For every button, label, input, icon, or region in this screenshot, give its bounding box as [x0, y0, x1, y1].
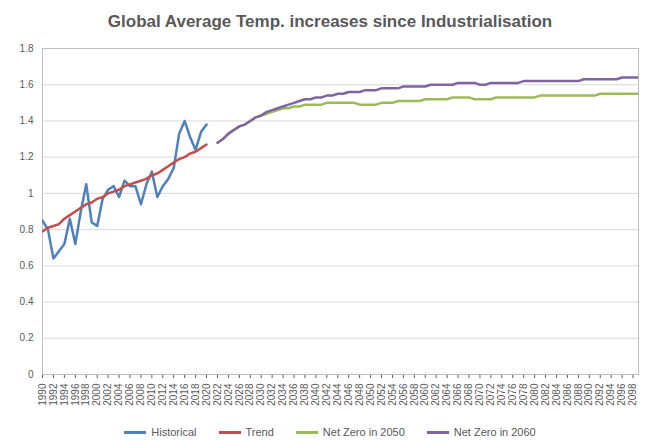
svg-text:2026: 2026: [234, 383, 245, 406]
svg-text:2092: 2092: [594, 383, 605, 406]
svg-text:1992: 1992: [48, 383, 59, 406]
svg-text:2032: 2032: [266, 383, 277, 406]
svg-text:2060: 2060: [419, 383, 430, 406]
svg-text:2048: 2048: [354, 383, 365, 406]
svg-text:2022: 2022: [212, 383, 223, 406]
svg-text:0.2: 0.2: [20, 332, 34, 343]
svg-text:1.6: 1.6: [20, 79, 34, 90]
svg-text:2094: 2094: [605, 383, 616, 406]
svg-text:0.6: 0.6: [20, 260, 34, 271]
svg-text:2028: 2028: [244, 383, 255, 406]
svg-text:2030: 2030: [255, 383, 266, 406]
svg-text:2090: 2090: [583, 383, 594, 406]
svg-text:2062: 2062: [430, 383, 441, 406]
svg-text:1: 1: [28, 188, 34, 199]
svg-text:2050: 2050: [365, 383, 376, 406]
svg-text:2040: 2040: [310, 383, 321, 406]
svg-text:2044: 2044: [332, 383, 343, 406]
svg-text:1.2: 1.2: [20, 151, 34, 162]
svg-text:2054: 2054: [387, 383, 398, 406]
svg-text:2084: 2084: [551, 383, 562, 406]
svg-text:2066: 2066: [452, 383, 463, 406]
svg-text:2082: 2082: [540, 383, 551, 406]
svg-text:2036: 2036: [288, 383, 299, 406]
svg-text:1998: 1998: [80, 383, 91, 406]
svg-text:2058: 2058: [409, 383, 420, 406]
svg-text:2070: 2070: [474, 383, 485, 406]
svg-text:1.8: 1.8: [20, 43, 34, 54]
svg-text:2024: 2024: [223, 383, 234, 406]
svg-text:2038: 2038: [299, 383, 310, 406]
html-text:Historical: Historical: [151, 426, 197, 438]
svg-text:2042: 2042: [321, 383, 332, 406]
svg-text:2008: 2008: [135, 383, 146, 406]
svg-text:2088: 2088: [573, 383, 584, 406]
html-text:Net Zero in 2050: Net Zero in 2050: [322, 426, 405, 438]
svg-text:2064: 2064: [441, 383, 452, 406]
svg-text:1996: 1996: [70, 383, 81, 406]
svg-text:2020: 2020: [201, 383, 212, 406]
html-text:Global Average Temp. increases: Global Average Temp. increases since Ind…: [107, 12, 553, 31]
svg-text:2098: 2098: [627, 383, 638, 406]
svg-text:2018: 2018: [190, 383, 201, 406]
svg-text:0.4: 0.4: [20, 296, 34, 307]
svg-text:2056: 2056: [398, 383, 409, 406]
svg-text:2010: 2010: [146, 383, 157, 406]
svg-text:2000: 2000: [91, 383, 102, 406]
svg-text:1.4: 1.4: [20, 115, 34, 126]
svg-text:2034: 2034: [277, 383, 288, 406]
svg-text:0: 0: [28, 369, 34, 380]
svg-text:2006: 2006: [124, 383, 135, 406]
svg-text:2068: 2068: [463, 383, 474, 406]
svg-text:2096: 2096: [616, 383, 627, 406]
svg-text:2072: 2072: [485, 383, 496, 406]
svg-text:2002: 2002: [102, 383, 113, 406]
svg-text:2078: 2078: [518, 383, 529, 406]
svg-text:1994: 1994: [59, 383, 70, 406]
svg-text:0.8: 0.8: [20, 224, 34, 235]
svg-text:2086: 2086: [562, 383, 573, 406]
svg-text:2014: 2014: [168, 383, 179, 406]
svg-text:2076: 2076: [507, 383, 518, 406]
html-text:Net Zero in 2060: Net Zero in 2060: [453, 426, 536, 438]
svg-text:2052: 2052: [376, 383, 387, 406]
svg-text:2012: 2012: [157, 383, 168, 406]
svg-text:2074: 2074: [496, 383, 507, 406]
svg-text:2080: 2080: [529, 383, 540, 406]
svg-text:2046: 2046: [343, 383, 354, 406]
svg-text:2016: 2016: [179, 383, 190, 406]
svg-text:1990: 1990: [37, 383, 48, 406]
html-text:Trend: Trend: [245, 426, 274, 438]
svg-text:2004: 2004: [113, 383, 124, 406]
